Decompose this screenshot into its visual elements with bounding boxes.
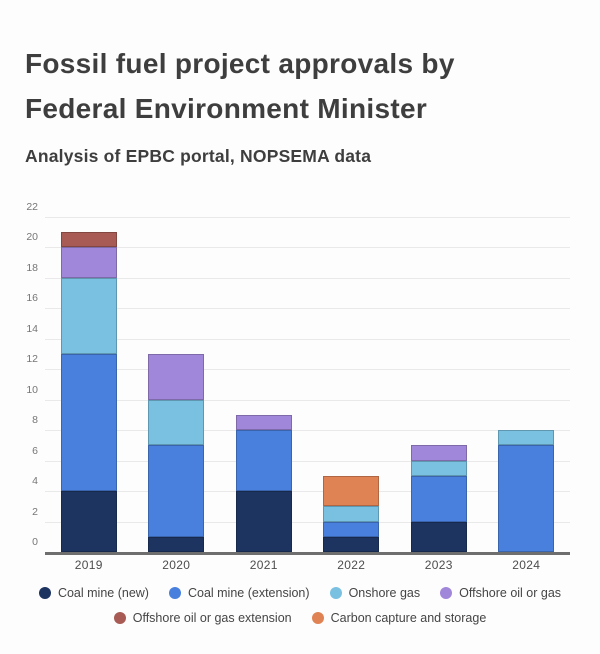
legend-label-onshore-gas: Onshore gas bbox=[348, 586, 421, 600]
y-axis-tick-label-16: 16 bbox=[26, 292, 38, 305]
legend-row-2: Offshore oil or gas extension Carbon capt… bbox=[0, 608, 600, 628]
bar-segment-2024-coal-mine-extension bbox=[498, 445, 555, 552]
legend-dot-carbon-capture-and-storage bbox=[311, 612, 324, 624]
x-axis-label-2020: 2020 bbox=[162, 558, 191, 572]
page-title: Fossil fuel project approvals by Federal … bbox=[25, 41, 585, 131]
legend-dot-onshore-gas bbox=[329, 587, 342, 599]
bar-segment-2023-offshore-oil-or-gas bbox=[410, 445, 467, 461]
y-axis-tick-label-6: 6 bbox=[32, 444, 38, 457]
y-axis-tick-label-0: 0 bbox=[32, 536, 38, 548]
gridline-2 bbox=[45, 521, 570, 523]
y-axis-tick-label-4: 4 bbox=[32, 475, 38, 488]
bar-segment-2023-coal-mine-new bbox=[410, 521, 467, 552]
bar-segment-2019-offshore-oil-or-gas-extension bbox=[60, 232, 117, 248]
legend-dot-offshore-oil-or-gas bbox=[440, 587, 453, 599]
page-title-line-1: Fossil fuel project approvals by bbox=[25, 47, 455, 79]
bar-segment-2019-coal-mine-new bbox=[60, 491, 117, 552]
bar-segment-2021-coal-mine-new bbox=[235, 491, 292, 552]
legend-dot-coal-mine-new bbox=[38, 587, 51, 599]
x-axis-label-2019: 2019 bbox=[74, 558, 103, 572]
bar-segment-2023-coal-mine-extension bbox=[410, 475, 467, 522]
gridline-6 bbox=[45, 460, 570, 462]
bar-segment-2024-onshore-gas bbox=[498, 430, 555, 446]
legend-label-coal-mine-new: Coal mine (new) bbox=[57, 586, 149, 600]
x-axis-label-2022: 2022 bbox=[337, 558, 366, 572]
legend-item-coal-mine-extension: Coal mine (extension) bbox=[168, 586, 310, 600]
legend-label-offshore-oil-or-gas-extension: Offshore oil or gas extension bbox=[132, 611, 292, 625]
gridline-16 bbox=[45, 308, 570, 310]
gridline-4 bbox=[45, 491, 570, 493]
gridline-18 bbox=[45, 277, 570, 279]
bar-segment-2022-coal-mine-new bbox=[323, 536, 380, 552]
gridline-14 bbox=[45, 338, 570, 340]
y-axis-tick-label-10: 10 bbox=[26, 383, 38, 396]
bar-segment-2022-carbon-capture-and-storage bbox=[323, 475, 380, 507]
gridline-20 bbox=[45, 247, 570, 249]
bar-segment-2021-coal-mine-extension bbox=[235, 430, 292, 492]
bar-segment-2020-coal-mine-new bbox=[148, 536, 205, 552]
bar-segment-2022-onshore-gas bbox=[323, 506, 380, 522]
bar-segment-2020-onshore-gas bbox=[148, 399, 205, 446]
y-axis-tick-label-8: 8 bbox=[32, 414, 38, 427]
legend-item-offshore-oil-or-gas: Offshore oil or gas bbox=[440, 586, 561, 600]
bar-segment-2019-coal-mine-extension bbox=[60, 354, 117, 492]
legend-item-carbon-capture-and-storage: Carbon capture and storage bbox=[311, 611, 487, 625]
bar-segment-2020-coal-mine-extension bbox=[148, 445, 205, 537]
legend-row-1: Coal mine (new) Coal mine (extension) Onsh… bbox=[0, 583, 600, 603]
bar-segment-2021-offshore-oil-or-gas bbox=[235, 414, 292, 431]
bar-segment-2020-offshore-oil-or-gas bbox=[148, 354, 205, 400]
y-axis-tick-label-22: 22 bbox=[26, 201, 38, 213]
y-axis-tick-label-2: 2 bbox=[32, 505, 38, 518]
legend-dot-offshore-oil-or-gas-extension bbox=[113, 612, 126, 624]
bar-segment-2019-offshore-oil-or-gas bbox=[60, 247, 117, 278]
x-axis-label-2021: 2021 bbox=[249, 558, 278, 572]
chart-legend: Coal mine (new) Coal mine (extension) Onsh… bbox=[0, 583, 600, 633]
gridline-10 bbox=[45, 399, 570, 401]
y-axis-tick-label-20: 20 bbox=[26, 231, 38, 244]
legend-label-carbon-capture-and-storage: Carbon capture and storage bbox=[330, 611, 487, 625]
gridline-12 bbox=[45, 369, 570, 371]
x-axis-label-2023: 2023 bbox=[424, 558, 453, 572]
legend-label-offshore-oil-or-gas: Offshore oil or gas bbox=[459, 586, 562, 600]
legend-item-onshore-gas: Onshore gas bbox=[329, 586, 421, 600]
gridline-22 bbox=[45, 217, 570, 218]
y-axis-tick-label-18: 18 bbox=[26, 261, 38, 274]
legend-dot-coal-mine-extension bbox=[168, 587, 181, 599]
y-axis-tick-label-12: 12 bbox=[26, 353, 38, 366]
y-axis-tick-label-14: 14 bbox=[26, 322, 38, 335]
page-title-line-2: Federal Environment Minister bbox=[25, 92, 428, 124]
page-subtitle: Analysis of EPBC portal, NOPSEMA data bbox=[25, 145, 372, 166]
plot-area bbox=[45, 217, 570, 555]
bar-segment-2019-onshore-gas bbox=[60, 277, 117, 355]
legend-item-offshore-oil-or-gas-extension: Offshore oil or gas extension bbox=[113, 611, 292, 625]
gridline-8 bbox=[45, 430, 570, 432]
bar-segment-2022-coal-mine-extension bbox=[323, 521, 380, 537]
x-axis-label-2024: 2024 bbox=[512, 558, 541, 572]
bar-segment-2023-onshore-gas bbox=[410, 460, 467, 476]
legend-label-coal-mine-extension: Coal mine (extension) bbox=[187, 586, 310, 600]
legend-item-coal-mine-new: Coal mine (new) bbox=[38, 586, 149, 600]
